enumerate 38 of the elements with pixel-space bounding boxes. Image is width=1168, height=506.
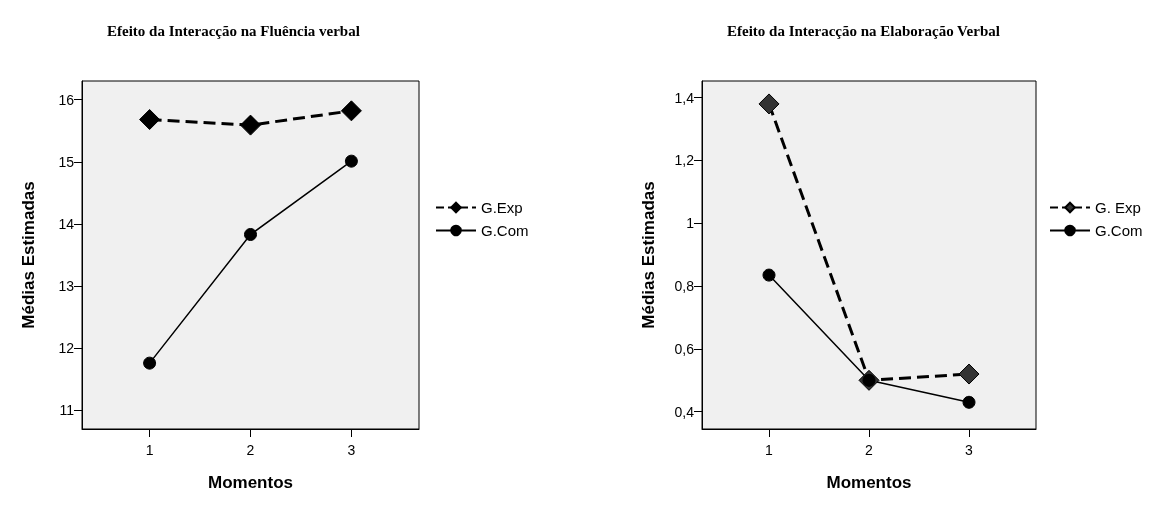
x-tick-label: 1: [765, 442, 774, 458]
y-tick-label: 15: [58, 153, 75, 170]
y-tick-label: 11: [59, 402, 75, 419]
y-axis-title: Médias Estimadas: [19, 181, 38, 329]
point: [240, 114, 261, 136]
legend-label: G.Exp: [481, 199, 523, 216]
x-axis-title: Momentos: [208, 473, 293, 492]
point: [244, 228, 257, 241]
point: [962, 395, 976, 409]
x-tick-label: 3: [347, 442, 356, 458]
y-axis-title: Médias Estimadas: [639, 181, 658, 329]
point: [139, 109, 161, 131]
y-tick-label: 0,8: [674, 278, 695, 295]
y-tick-label: 16: [58, 91, 75, 108]
legend-label: G.Com: [481, 222, 529, 239]
point: [143, 356, 157, 370]
legend-label: G. Exp: [1095, 199, 1141, 216]
point: [958, 363, 980, 385]
point: [340, 100, 362, 122]
x-axis-title: Momentos: [826, 473, 912, 492]
x-tick-label: 2: [246, 442, 255, 458]
point: [344, 154, 358, 168]
y-tick-label: 14: [58, 215, 75, 232]
y-tick-label: 0,6: [674, 340, 695, 357]
y-tick-label: 1,4: [674, 89, 695, 106]
chart-title: Efeito da Interacção na Elaboração Verbal: [727, 22, 1000, 39]
y-tick-label: 12: [58, 340, 75, 357]
point: [758, 93, 780, 115]
x-tick-label: 2: [865, 442, 874, 458]
legend-label: G.Com: [1095, 222, 1143, 239]
point: [762, 268, 776, 282]
y-tick-label: 13: [58, 278, 75, 295]
y-tick-label: 1: [686, 215, 695, 232]
y-tick-label: 1,2: [674, 152, 695, 169]
x-tick-label: 3: [965, 442, 974, 458]
chart-title: Efeito da Interacção na Fluência verbal: [107, 22, 360, 39]
y-tick-label: 0,4: [674, 403, 695, 420]
x-tick-label: 1: [145, 442, 154, 458]
